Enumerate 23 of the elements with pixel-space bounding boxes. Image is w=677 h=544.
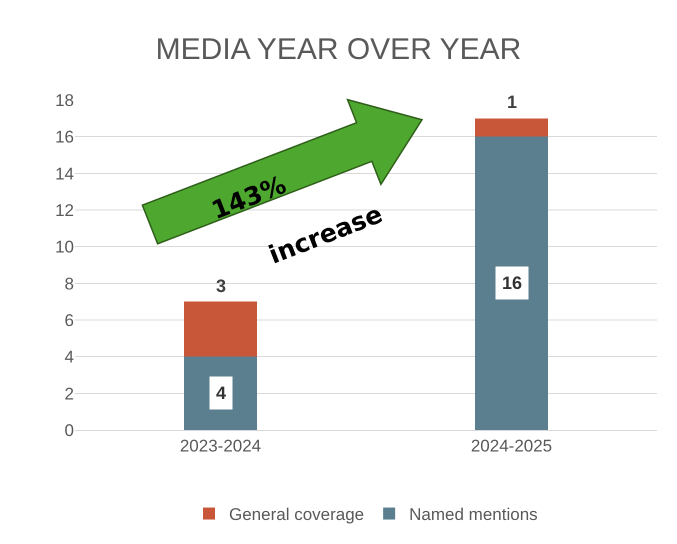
y-tick-label: 16 xyxy=(55,128,74,147)
y-tick-label: 4 xyxy=(64,348,74,367)
y-tick-label: 12 xyxy=(55,200,74,220)
x-tick-label: 2023-2024 xyxy=(180,436,262,456)
y-tick-label: 8 xyxy=(64,274,74,294)
data-label: 1 xyxy=(507,92,518,112)
y-tick-label: 14 xyxy=(55,164,74,184)
data-label: 16 xyxy=(502,273,522,293)
bar xyxy=(184,356,257,430)
y-tick-label: 10 xyxy=(55,238,74,257)
data-label: 4 xyxy=(216,383,226,403)
y-tick-label: 0 xyxy=(64,420,74,440)
legend-label: General coverage xyxy=(229,505,364,524)
chart-title: MEDIA YEAR OVER YEAR xyxy=(156,33,522,66)
bar xyxy=(475,118,548,137)
bar xyxy=(184,302,257,357)
y-tick-label: 2 xyxy=(64,384,74,404)
x-tick-label: 2024-2025 xyxy=(470,436,552,456)
legend-label: Named mentions xyxy=(409,505,538,524)
y-tick-label: 18 xyxy=(55,90,74,110)
bar xyxy=(475,136,548,430)
data-label: 3 xyxy=(216,276,226,296)
y-tick-label: 6 xyxy=(64,310,74,330)
